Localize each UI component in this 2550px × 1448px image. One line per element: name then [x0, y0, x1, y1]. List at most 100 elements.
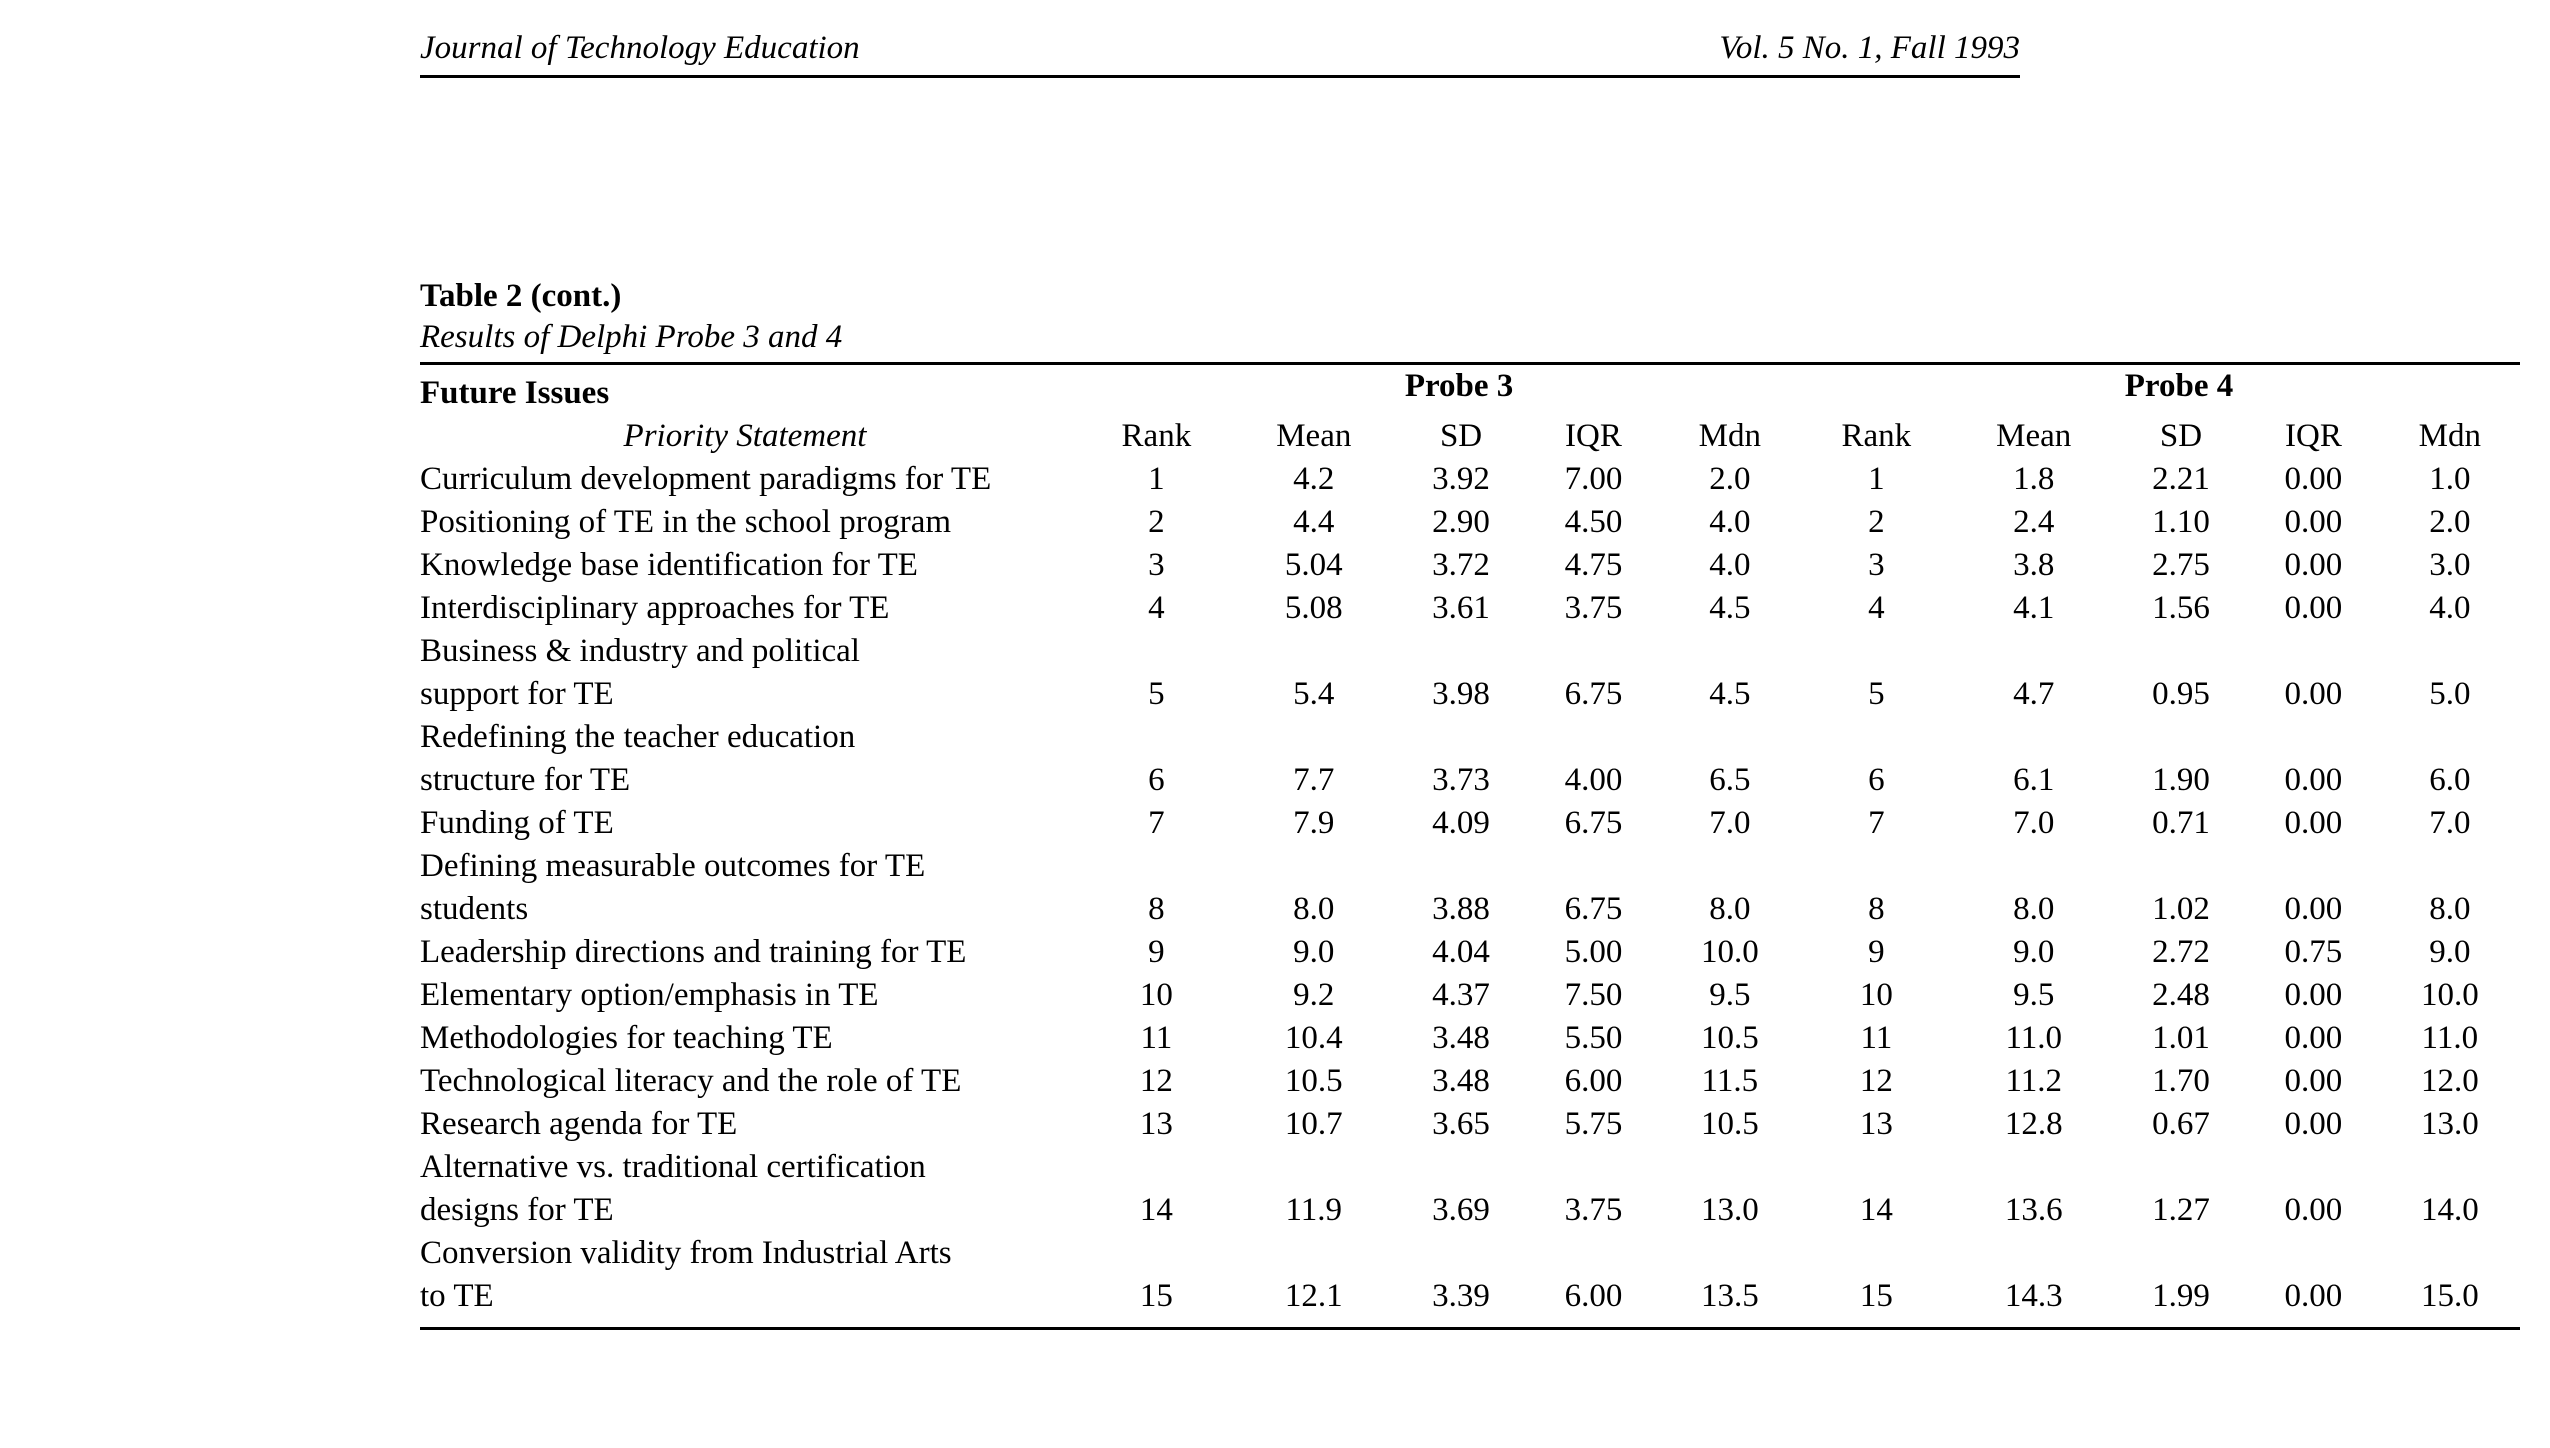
col-header: SD [1395, 415, 1527, 458]
data-cell: 1.90 [2115, 759, 2247, 802]
data-cell: 0.00 [2247, 1275, 2379, 1329]
data-cell: 3.88 [1395, 888, 1527, 931]
data-cell [1233, 845, 1395, 888]
priority-statement: Elementary option/emphasis in TE [420, 974, 1080, 1017]
data-cell: 1.0 [2380, 458, 2520, 501]
col-header: IQR [1527, 415, 1659, 458]
data-cell: 12 [1080, 1060, 1233, 1103]
data-cell: 1.10 [2115, 501, 2247, 544]
data-cell: 4.0 [2380, 587, 2520, 630]
data-cell: 1.8 [1953, 458, 2115, 501]
section-heading: Future Issues [420, 364, 1080, 416]
data-cell: 0.00 [2247, 1189, 2379, 1232]
data-cell: 11.0 [2380, 1017, 2520, 1060]
data-cell: 0.95 [2115, 673, 2247, 716]
data-cell [1080, 1232, 1233, 1275]
data-cell [1527, 1232, 1659, 1275]
data-cell: 0.00 [2247, 759, 2379, 802]
data-cell: 4.4 [1233, 501, 1395, 544]
data-cell: 6.75 [1527, 802, 1659, 845]
data-cell: 7.50 [1527, 974, 1659, 1017]
data-cell: 4.50 [1527, 501, 1659, 544]
data-cell [1660, 630, 1800, 673]
priority-statement: Knowledge base identification for TE [420, 544, 1080, 587]
col-header: SD [2115, 415, 2247, 458]
data-cell [1395, 1146, 1527, 1189]
table-row: Defining measurable outcomes for TE [420, 845, 2520, 888]
table-row: Interdisciplinary approaches for TE45.08… [420, 587, 2520, 630]
data-cell: 9.0 [2380, 931, 2520, 974]
priority-statement: Conversion validity from Industrial Arts [420, 1232, 1080, 1275]
data-cell: 13 [1800, 1103, 1953, 1146]
data-cell: 10.7 [1233, 1103, 1395, 1146]
issue-info: Vol. 5 No. 1, Fall 1993 [1719, 30, 2020, 67]
data-cell: 3.61 [1395, 587, 1527, 630]
table-row: Redefining the teacher education [420, 716, 2520, 759]
data-cell: 10 [1800, 974, 1953, 1017]
data-cell: 6.00 [1527, 1060, 1659, 1103]
data-cell [1233, 716, 1395, 759]
table-row: Elementary option/emphasis in TE109.24.3… [420, 974, 2520, 1017]
col-header: Rank [1800, 415, 1953, 458]
data-cell: 2.75 [2115, 544, 2247, 587]
data-cell: 0.00 [2247, 458, 2379, 501]
journal-name: Journal of Technology Education [420, 30, 860, 67]
data-cell [1395, 845, 1527, 888]
data-cell: 7 [1080, 802, 1233, 845]
data-cell [2247, 1146, 2379, 1189]
data-cell: 8.0 [1660, 888, 1800, 931]
data-cell: 10.0 [1660, 931, 1800, 974]
data-cell: 4 [1800, 587, 1953, 630]
table-row: Leadership directions and training for T… [420, 931, 2520, 974]
data-cell: 6.00 [1527, 1275, 1659, 1329]
data-cell [1080, 1146, 1233, 1189]
data-cell: 6.1 [1953, 759, 2115, 802]
data-cell: 4 [1080, 587, 1233, 630]
data-cell: 0.75 [2247, 931, 2379, 974]
priority-statement: designs for TE [420, 1189, 1080, 1232]
data-cell: 3.48 [1395, 1017, 1527, 1060]
data-cell [1660, 1146, 1800, 1189]
priority-statement: Positioning of TE in the school program [420, 501, 1080, 544]
data-cell: 5.04 [1233, 544, 1395, 587]
table-row: designs for TE1411.93.693.7513.01413.61.… [420, 1189, 2520, 1232]
data-cell: 11.0 [1953, 1017, 2115, 1060]
data-cell [1953, 845, 2115, 888]
data-cell: 6.0 [2380, 759, 2520, 802]
data-cell: 1.99 [2115, 1275, 2247, 1329]
priority-statement: Methodologies for teaching TE [420, 1017, 1080, 1060]
data-cell: 0.67 [2115, 1103, 2247, 1146]
data-cell: 5 [1800, 673, 1953, 716]
data-cell: 7.9 [1233, 802, 1395, 845]
table-title: Table 2 (cont.) [420, 278, 2520, 315]
data-cell [1527, 716, 1659, 759]
priority-statement: Leadership directions and training for T… [420, 931, 1080, 974]
data-cell [1953, 716, 2115, 759]
col-header: Mdn [2380, 415, 2520, 458]
data-cell: 13.6 [1953, 1189, 2115, 1232]
data-cell: 14.3 [1953, 1275, 2115, 1329]
data-cell: 6.75 [1527, 673, 1659, 716]
data-cell: 1.27 [2115, 1189, 2247, 1232]
data-cell: 14 [1080, 1189, 1233, 1232]
data-cell: 2.48 [2115, 974, 2247, 1017]
data-cell [1660, 1232, 1800, 1275]
data-cell: 13 [1080, 1103, 1233, 1146]
data-cell: 10.5 [1660, 1017, 1800, 1060]
data-cell [2115, 1232, 2247, 1275]
data-cell: 11.2 [1953, 1060, 2115, 1103]
data-cell [1233, 630, 1395, 673]
data-cell: 6 [1080, 759, 1233, 802]
table-row: Business & industry and political [420, 630, 2520, 673]
data-cell: 14.0 [2380, 1189, 2520, 1232]
table-row: Curriculum development paradigms for TE1… [420, 458, 2520, 501]
data-cell [1800, 1146, 1953, 1189]
table-row: Research agenda for TE1310.73.655.7510.5… [420, 1103, 2520, 1146]
data-cell: 4.04 [1395, 931, 1527, 974]
data-cell: 0.71 [2115, 802, 2247, 845]
priority-statement: Alternative vs. traditional certificatio… [420, 1146, 1080, 1189]
data-cell: 11 [1800, 1017, 1953, 1060]
priority-statement: Interdisciplinary approaches for TE [420, 587, 1080, 630]
priority-statement: Redefining the teacher education [420, 716, 1080, 759]
data-cell: 2 [1080, 501, 1233, 544]
